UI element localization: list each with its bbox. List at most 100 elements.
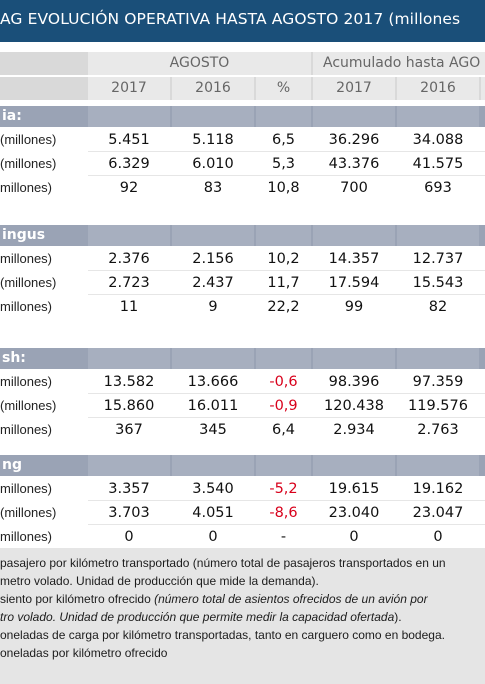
percent-cell: 6,4	[271, 422, 296, 438]
percent-cell-negative: -5,2	[269, 481, 298, 497]
value-cell: 6.329	[108, 156, 150, 172]
section-cell	[172, 106, 254, 127]
value-cell: 0	[208, 529, 218, 545]
row-label: (millones)	[0, 505, 57, 520]
value-cell: 5.118	[192, 132, 234, 148]
footnotes: pasajero por kilómetro transportado (núm…	[0, 548, 485, 684]
value-cell: 0	[124, 529, 134, 545]
percent-cell: 11,7	[267, 275, 300, 291]
row-label: millones)	[0, 299, 53, 314]
row-label: millones)	[0, 481, 53, 496]
value-cell: 120.438	[324, 398, 384, 414]
table-row: millones) 92 83 10,8 700 693	[0, 177, 485, 199]
row-divider	[88, 270, 485, 271]
value-cell: 43.376	[328, 156, 380, 172]
header-year: 2016	[172, 77, 254, 100]
percent-cell: 10,8	[267, 180, 300, 196]
table-row: (millones) 5.451 5.118 6,5 36.296 34.088	[0, 129, 485, 152]
section-cell	[397, 225, 479, 246]
section-cell	[88, 455, 170, 476]
value-cell: 19.615	[328, 481, 380, 497]
header-acumulado: Acumulado hasta AGO	[313, 52, 485, 75]
section-cell	[313, 348, 395, 369]
row-divider	[88, 175, 485, 176]
footnote-line: oneladas por kilómetro ofrecido	[0, 646, 168, 660]
header-group-row: AGOSTO Acumulado hasta AGO	[0, 52, 485, 75]
section-cell	[397, 106, 479, 127]
value-cell: 2.156	[192, 251, 234, 267]
value-cell: 3.357	[108, 481, 150, 497]
footnote-line: oneladas de carga por kilómetro transpor…	[0, 628, 445, 642]
row-divider	[88, 524, 485, 525]
table-row: (millones) 15.860 16.011 -0,9 120.438 11…	[0, 395, 485, 418]
section-header: ng	[0, 455, 485, 476]
table-row: (millones) 6.329 6.010 5,3 43.376 41.575	[0, 153, 485, 176]
percent-cell-negative: -8,6	[269, 505, 298, 521]
row-label: millones)	[0, 422, 53, 437]
row-divider	[88, 500, 485, 501]
value-cell: 16.011	[187, 398, 239, 414]
section-header: ia:	[0, 106, 485, 127]
row-label: millones)	[0, 180, 53, 195]
value-cell: 98.396	[328, 374, 380, 390]
value-cell: 82	[428, 299, 448, 315]
value-cell: 97.359	[412, 374, 464, 390]
value-cell: 23.040	[328, 505, 380, 521]
value-cell: 367	[115, 422, 143, 438]
value-cell: 23.047	[412, 505, 464, 521]
header-blank	[0, 52, 86, 75]
section-gap	[0, 318, 485, 342]
row-label: (millones)	[0, 132, 57, 147]
section-cell	[397, 348, 479, 369]
row-divider	[88, 294, 485, 295]
footnote-text: siento por kilómetro ofrecido	[0, 592, 155, 606]
value-cell: 2.437	[192, 275, 234, 291]
section-header: ingus	[0, 225, 485, 246]
footnote-line: metro volado. Unidad de producción que m…	[0, 574, 319, 588]
percent-cell: -	[280, 529, 287, 545]
section-cell	[256, 455, 311, 476]
value-cell: 119.576	[408, 398, 468, 414]
section-title: ng	[2, 457, 22, 473]
section-title: ingus	[2, 227, 46, 243]
value-cell: 15.860	[103, 398, 155, 414]
value-cell: 0	[349, 529, 359, 545]
value-cell: 700	[340, 180, 368, 196]
percent-cell-negative: -0,9	[269, 398, 298, 414]
section-cell	[88, 348, 170, 369]
section-cell	[172, 348, 254, 369]
section-cell	[88, 106, 170, 127]
value-cell: 14.357	[328, 251, 380, 267]
value-cell: 13.582	[103, 374, 155, 390]
row-label: millones)	[0, 529, 53, 544]
header-year-row: 2017 2016 % 2017 2016	[0, 77, 485, 100]
section-cell	[172, 225, 254, 246]
value-cell: 12.737	[412, 251, 464, 267]
row-label: (millones)	[0, 275, 57, 290]
value-cell: 345	[199, 422, 227, 438]
table-row: millones) 2.376 2.156 10,2 14.357 12.737	[0, 248, 485, 271]
table-row: millones) 3.357 3.540 -5,2 19.615 19.162	[0, 478, 485, 501]
table-row: (millones) 3.703 4.051 -8,6 23.040 23.04…	[0, 502, 485, 525]
section-title: ia:	[2, 108, 22, 124]
percent-cell-negative: -0,6	[269, 374, 298, 390]
footnote-italic-text: (número total de asientos ofrecidos de u…	[154, 592, 428, 606]
percent-cell: 5,3	[271, 156, 296, 172]
value-cell: 5.451	[108, 132, 150, 148]
operations-table: AGOSTO Acumulado hasta AGO 2017 2016 % 2…	[0, 52, 485, 548]
header-year: 2017	[313, 77, 395, 100]
value-cell: 3.703	[108, 505, 150, 521]
section-cell	[172, 455, 254, 476]
row-label: millones)	[0, 374, 53, 389]
value-cell: 6.010	[192, 156, 234, 172]
value-cell: 15.543	[412, 275, 464, 291]
table-row: millones) 11 9 22,2 99 82	[0, 296, 485, 318]
header-agosto: AGOSTO	[88, 52, 311, 75]
page-title: AG EVOLUCIÓN OPERATIVA HASTA AGOSTO 2017…	[0, 10, 461, 28]
section-cell	[256, 348, 311, 369]
value-cell: 3.540	[192, 481, 234, 497]
row-divider	[88, 151, 485, 152]
section-cell	[88, 225, 170, 246]
value-cell: 13.666	[187, 374, 239, 390]
value-cell: 36.296	[328, 132, 380, 148]
